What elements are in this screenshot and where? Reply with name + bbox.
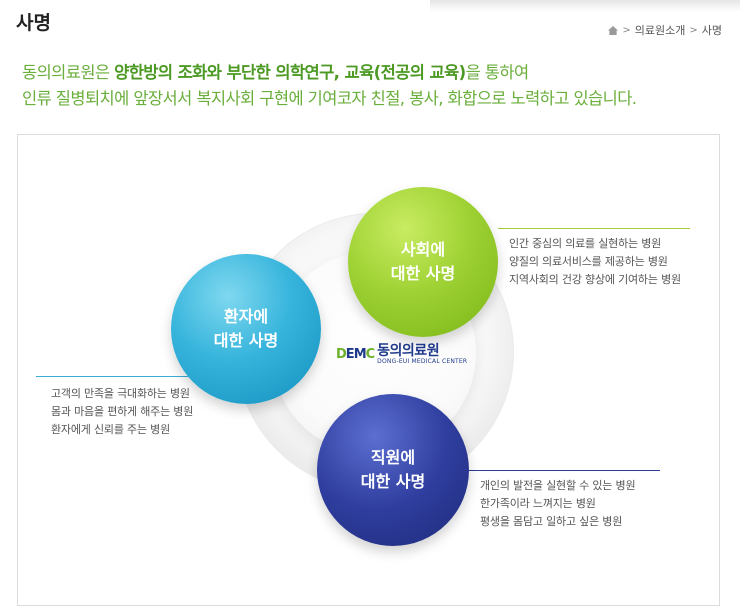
staff-connector-line [468, 470, 660, 471]
society-connector-line [498, 228, 690, 229]
page-title: 사명 [16, 12, 51, 34]
patient-connector-line [36, 376, 188, 377]
description-item: 평생을 몸담고 일하고 싶은 병원 [480, 515, 623, 528]
intro-suffix: 을 통하여 [465, 63, 530, 82]
staff-mission-line2: 대한 사명 [360, 472, 426, 491]
description-item: 환자에게 신뢰를 주는 병원 [51, 423, 171, 436]
hospital-logo: DEMC 동의의료원 DONG-EUI MEDICAL CENTER [336, 344, 467, 365]
staff-mission-description: 개인의 발전을 실현할 수 있는 병원 한가족이라 느껴지는 병원 평생을 몸담… [480, 477, 636, 531]
logo-name-ko: 동의의료원 [377, 343, 440, 359]
society-mission-description: 인간 중심의 의료를 실현하는 병원 양질의 의료서비스를 제공하는 병원 지역… [509, 235, 681, 289]
description-item: 한가족이라 느껴지는 병원 [480, 497, 596, 510]
intro-line-2: 인류 질병퇴치에 앞장서서 복지사회 구현에 기여코자 친절, 봉사, 화합으로… [22, 89, 637, 108]
breadcrumb-separator-icon: > [622, 24, 631, 36]
intro-prefix: 동의의료원은 [22, 63, 115, 82]
intro-line-1: 동의의료원은 양한방의 조화와 부단한 의학연구, 교육(전공의 교육)을 통하… [22, 60, 722, 86]
patient-mission-circle: 환자에 대한 사명 [171, 254, 321, 404]
patient-mission-line2: 대한 사명 [213, 331, 279, 350]
description-item: 지역사회의 건강 향상에 기여하는 병원 [509, 273, 681, 286]
society-mission-circle: 사회에 대한 사명 [348, 187, 498, 337]
intro-emphasis: 양한방의 조화와 부단한 의학연구, 교육(전공의 교육) [114, 63, 466, 82]
breadcrumb-item-current: 사명 [701, 24, 722, 37]
header-shadow [430, 0, 740, 12]
description-item: 몸과 마음을 편하게 해주는 병원 [51, 405, 194, 418]
patient-mission-line1: 환자에 [223, 307, 269, 326]
description-item: 고객의 만족을 극대화하는 병원 [51, 387, 190, 400]
breadcrumb: > 의료원소개 > 사명 [608, 22, 722, 38]
logo-name-en: DONG-EUI MEDICAL CENTER [377, 358, 468, 365]
staff-mission-circle: 직원에 대한 사명 [317, 394, 469, 546]
description-item: 인간 중심의 의료를 실현하는 병원 [509, 237, 662, 250]
description-item: 개인의 발전을 실현할 수 있는 병원 [480, 479, 636, 492]
intro-text: 동의의료원은 양한방의 조화와 부단한 의학연구, 교육(전공의 교육)을 통하… [22, 60, 722, 112]
patient-mission-description: 고객의 만족을 극대화하는 병원 몸과 마음을 편하게 해주는 병원 환자에게 … [51, 385, 193, 439]
mission-diagram: 사회에 대한 사명 환자에 대한 사명 직원에 대한 사명 DEMC 동의의료원… [17, 134, 720, 606]
breadcrumb-separator-icon: > [689, 24, 698, 36]
society-mission-line1: 사회에 [400, 240, 446, 259]
staff-mission-line1: 직원에 [370, 448, 416, 467]
breadcrumb-item-about[interactable]: 의료원소개 [634, 24, 686, 37]
society-mission-line2: 대한 사명 [390, 264, 456, 283]
home-icon[interactable] [608, 25, 619, 35]
description-item: 양질의 의료서비스를 제공하는 병원 [509, 255, 668, 268]
logo-text: 동의의료원 DONG-EUI MEDICAL CENTER [377, 344, 467, 365]
logo-mark: DEMC [336, 347, 375, 362]
